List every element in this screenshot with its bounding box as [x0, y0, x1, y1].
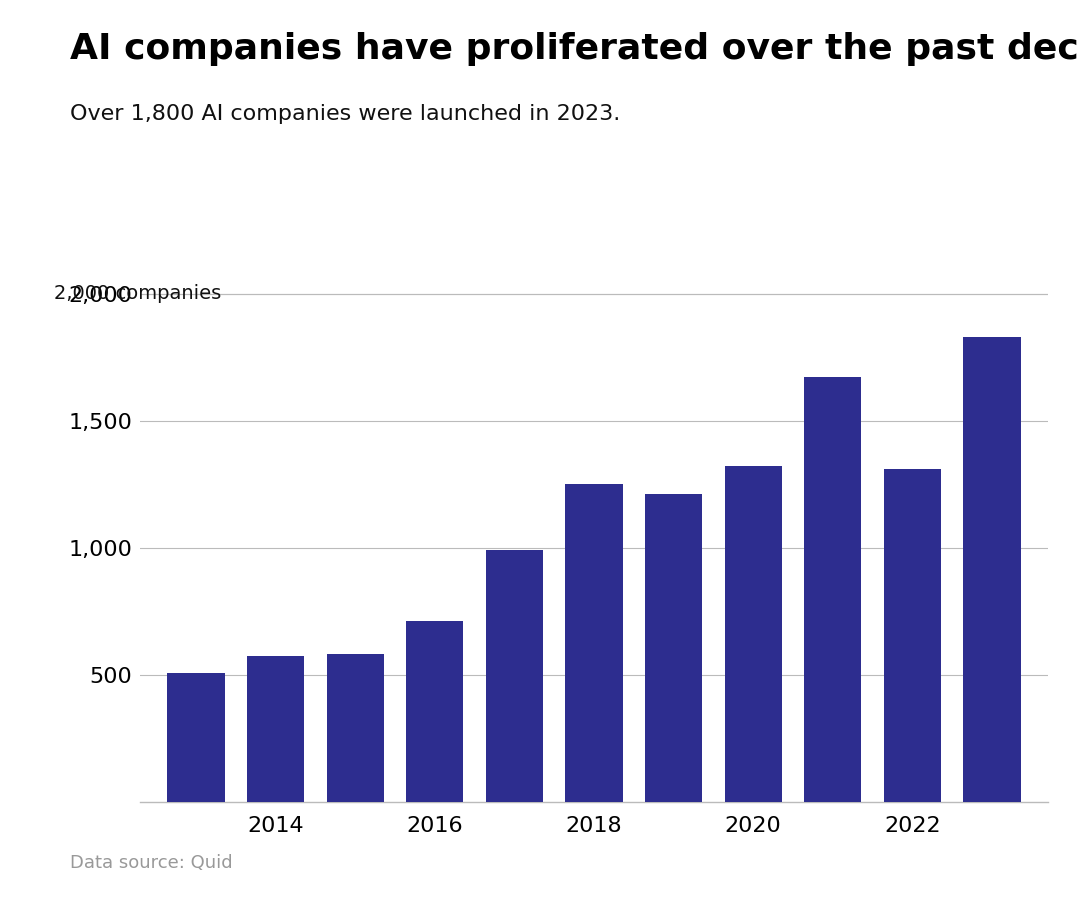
- Bar: [565, 484, 623, 802]
- Bar: [247, 656, 305, 802]
- Bar: [805, 378, 862, 802]
- Bar: [406, 622, 463, 802]
- Bar: [883, 469, 941, 802]
- Text: 2,000 companies: 2,000 companies: [54, 284, 221, 304]
- Bar: [645, 495, 702, 802]
- Text: Data source: Quid: Data source: Quid: [70, 853, 233, 872]
- Bar: [725, 467, 782, 802]
- Bar: [486, 550, 543, 802]
- Text: Over 1,800 AI companies were launched in 2023.: Over 1,800 AI companies were launched in…: [70, 104, 620, 124]
- Bar: [963, 337, 1021, 802]
- Bar: [167, 673, 225, 802]
- Text: AI companies have proliferated over the past decade: AI companies have proliferated over the …: [70, 32, 1080, 66]
- Bar: [326, 654, 383, 802]
